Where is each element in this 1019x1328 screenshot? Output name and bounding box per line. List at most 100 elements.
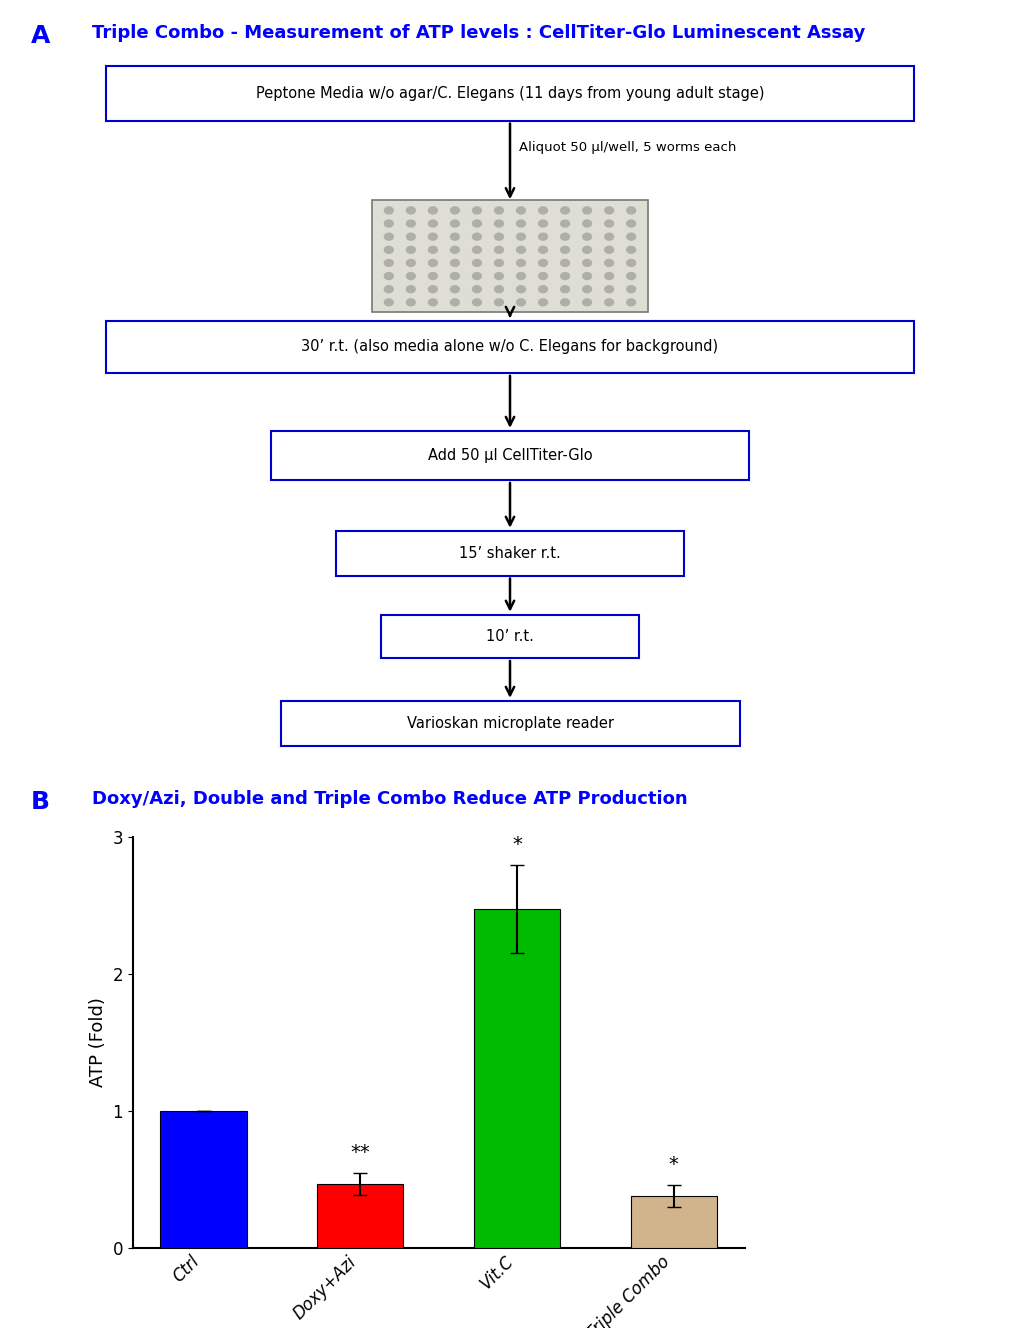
Bar	[474, 910, 559, 1248]
Text: A: A	[31, 24, 50, 48]
Circle shape	[472, 207, 481, 214]
Circle shape	[450, 286, 459, 292]
Bar	[630, 1197, 716, 1248]
Circle shape	[516, 220, 525, 227]
Circle shape	[428, 234, 437, 240]
Circle shape	[626, 259, 635, 267]
Circle shape	[560, 272, 569, 279]
Circle shape	[604, 246, 613, 254]
Text: B: B	[31, 790, 50, 814]
Y-axis label: ATP (Fold): ATP (Fold)	[89, 997, 107, 1088]
Circle shape	[472, 299, 481, 305]
Circle shape	[560, 259, 569, 267]
Text: Aliquot 50 μl/well, 5 worms each: Aliquot 50 μl/well, 5 worms each	[519, 141, 736, 154]
Circle shape	[428, 220, 437, 227]
Circle shape	[560, 220, 569, 227]
Circle shape	[516, 299, 525, 305]
Circle shape	[384, 286, 393, 292]
Circle shape	[626, 272, 635, 279]
Circle shape	[516, 234, 525, 240]
Circle shape	[626, 234, 635, 240]
Circle shape	[582, 286, 591, 292]
Circle shape	[560, 234, 569, 240]
Circle shape	[582, 299, 591, 305]
Bar	[317, 1183, 403, 1248]
Circle shape	[406, 259, 415, 267]
FancyBboxPatch shape	[271, 430, 748, 479]
Circle shape	[406, 220, 415, 227]
Circle shape	[384, 220, 393, 227]
Circle shape	[450, 207, 459, 214]
Circle shape	[428, 259, 437, 267]
FancyBboxPatch shape	[106, 66, 913, 121]
Text: **: **	[350, 1143, 370, 1162]
Circle shape	[494, 286, 503, 292]
Circle shape	[494, 299, 503, 305]
Circle shape	[626, 286, 635, 292]
Circle shape	[560, 207, 569, 214]
Circle shape	[604, 259, 613, 267]
Circle shape	[516, 272, 525, 279]
Circle shape	[428, 286, 437, 292]
Circle shape	[604, 272, 613, 279]
Circle shape	[494, 207, 503, 214]
Circle shape	[538, 299, 547, 305]
FancyBboxPatch shape	[106, 321, 913, 373]
Circle shape	[450, 246, 459, 254]
Circle shape	[604, 299, 613, 305]
Circle shape	[406, 246, 415, 254]
Text: *: *	[512, 835, 522, 854]
Circle shape	[538, 234, 547, 240]
Circle shape	[472, 234, 481, 240]
Circle shape	[516, 246, 525, 254]
Circle shape	[428, 207, 437, 214]
Circle shape	[538, 286, 547, 292]
FancyBboxPatch shape	[372, 201, 647, 312]
Circle shape	[450, 272, 459, 279]
Circle shape	[384, 207, 393, 214]
Circle shape	[604, 220, 613, 227]
Circle shape	[582, 234, 591, 240]
Circle shape	[582, 272, 591, 279]
Circle shape	[494, 259, 503, 267]
Circle shape	[450, 234, 459, 240]
Circle shape	[450, 220, 459, 227]
Text: Doxy/Azi, Double and Triple Combo Reduce ATP Production: Doxy/Azi, Double and Triple Combo Reduce…	[92, 790, 687, 809]
Circle shape	[604, 207, 613, 214]
Circle shape	[406, 234, 415, 240]
Circle shape	[494, 220, 503, 227]
Text: *: *	[668, 1155, 678, 1174]
Circle shape	[472, 272, 481, 279]
Circle shape	[384, 259, 393, 267]
FancyBboxPatch shape	[335, 531, 684, 575]
Circle shape	[384, 272, 393, 279]
Text: Peptone Media w/o agar/C. Elegans (11 days from young adult stage): Peptone Media w/o agar/C. Elegans (11 da…	[256, 86, 763, 101]
Circle shape	[450, 299, 459, 305]
FancyBboxPatch shape	[381, 615, 638, 659]
Circle shape	[626, 246, 635, 254]
Circle shape	[472, 259, 481, 267]
Circle shape	[384, 246, 393, 254]
Text: 15’ shaker r.t.: 15’ shaker r.t.	[459, 546, 560, 560]
Circle shape	[626, 207, 635, 214]
Circle shape	[538, 207, 547, 214]
Circle shape	[384, 234, 393, 240]
Text: 10’ r.t.: 10’ r.t.	[486, 629, 533, 644]
Circle shape	[516, 259, 525, 267]
Circle shape	[538, 246, 547, 254]
Circle shape	[560, 299, 569, 305]
Circle shape	[406, 286, 415, 292]
Circle shape	[384, 299, 393, 305]
Circle shape	[604, 286, 613, 292]
Circle shape	[406, 299, 415, 305]
Circle shape	[582, 259, 591, 267]
Circle shape	[428, 299, 437, 305]
Circle shape	[450, 259, 459, 267]
Text: Varioskan microplate reader: Varioskan microplate reader	[407, 716, 612, 730]
Circle shape	[626, 299, 635, 305]
Bar	[160, 1112, 247, 1248]
Circle shape	[494, 272, 503, 279]
Text: Add 50 μl CellTiter-Glo: Add 50 μl CellTiter-Glo	[427, 448, 592, 463]
Circle shape	[538, 259, 547, 267]
Circle shape	[516, 286, 525, 292]
